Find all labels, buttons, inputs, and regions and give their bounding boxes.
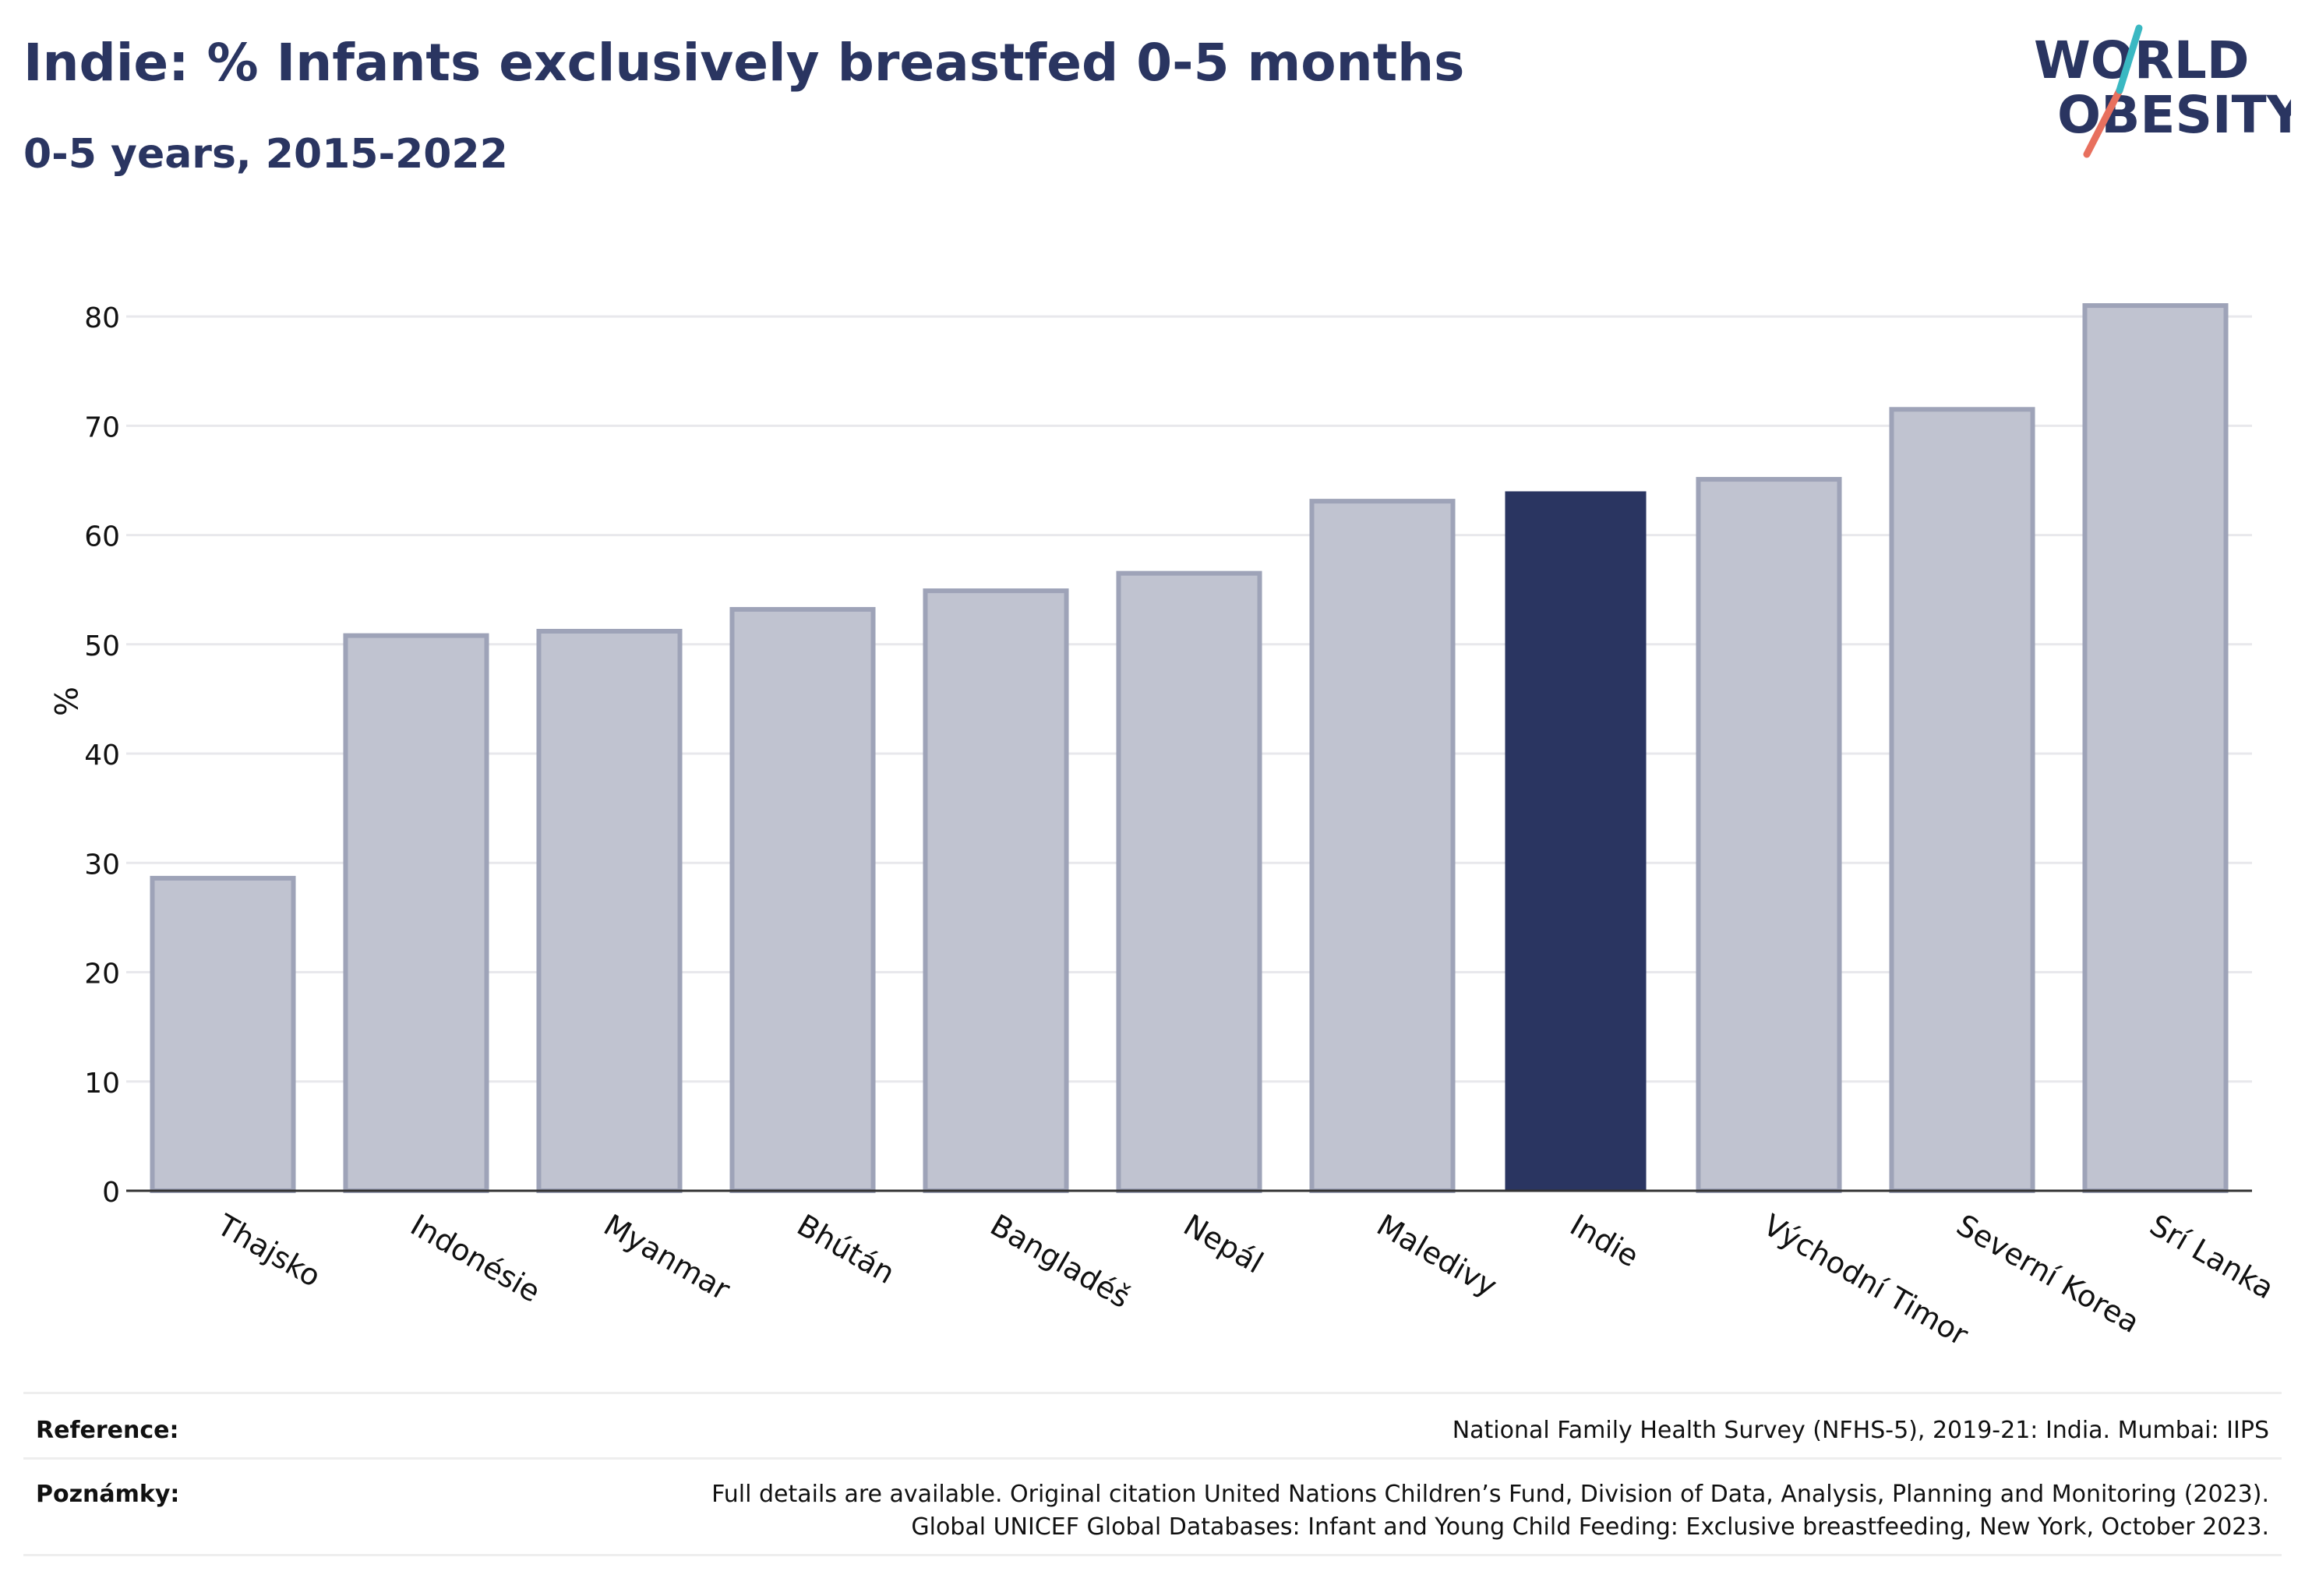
- world-obesity-logo: WORLD OBESITY: [2034, 24, 2291, 158]
- bar: [1116, 570, 1262, 1193]
- x-tick-label: Severní Korea: [1951, 1208, 2146, 1340]
- reference-text: National Family Health Survey (NFHS-5), …: [1452, 1417, 2269, 1444]
- notes-label: Poznámky:: [36, 1481, 180, 1508]
- x-tick-label: Srí Lanka: [2144, 1208, 2280, 1306]
- bar: [150, 875, 296, 1194]
- chart-title: Indie: % Infants exclusively breastfed 0…: [23, 33, 1465, 93]
- y-tick-label: 30: [84, 849, 120, 881]
- x-tick-label: Thajsko: [211, 1207, 327, 1294]
- reference-label: Reference:: [36, 1417, 179, 1444]
- bar: [343, 633, 489, 1193]
- bar-chart: 0 10 20 30 40 50 60 70 80 % Thajsko Indonésie Myan…: [47, 302, 2280, 1352]
- y-axis-ticks: 0 10 20 30 40 50 60 70 80: [84, 302, 120, 1209]
- bar: [729, 606, 876, 1193]
- bar: [923, 588, 1069, 1193]
- y-tick-label: 0: [102, 1177, 120, 1209]
- footer-divider-middle: [23, 1457, 2282, 1460]
- bar-highlighted: [1505, 491, 1647, 1191]
- bars: [150, 303, 2229, 1194]
- notes-line-2: Global UNICEF Global Databases: Infant a…: [911, 1513, 2269, 1541]
- footer-divider-top: [23, 1392, 2282, 1394]
- bar: [1696, 477, 1842, 1193]
- x-tick-label: Indonésie: [405, 1208, 546, 1309]
- x-tick-label: Bhútán: [792, 1208, 901, 1291]
- y-tick-label: 60: [84, 521, 120, 553]
- footer-divider-bottom: [23, 1554, 2282, 1556]
- y-axis-label: %: [47, 687, 83, 716]
- x-tick-label: Bangladéš: [985, 1208, 1136, 1315]
- y-tick-label: 80: [84, 302, 120, 334]
- logo-slash-teal: [2116, 24, 2143, 94]
- logo-slash-coral: [2083, 87, 2123, 158]
- logo-line1: WORLD: [2034, 30, 2250, 90]
- x-tick-label: Myanmar: [598, 1208, 736, 1308]
- y-tick-label: 50: [84, 630, 120, 662]
- y-tick-label: 10: [84, 1068, 120, 1100]
- bar: [536, 628, 683, 1193]
- x-tick-label: Východní Timor: [1758, 1208, 1975, 1353]
- bar: [1309, 499, 1456, 1193]
- x-tick-label: Nepál: [1178, 1208, 1269, 1280]
- x-tick-label: Maledivy: [1371, 1208, 1503, 1304]
- bar: [2082, 303, 2229, 1194]
- chart-subtitle: 0-5 years, 2015-2022: [23, 131, 508, 178]
- y-tick-label: 40: [84, 740, 120, 772]
- y-tick-label: 20: [84, 959, 120, 990]
- y-tick-label: 70: [84, 411, 120, 443]
- x-tick-label: Indie: [1565, 1208, 1645, 1274]
- x-axis-ticks: Thajsko Indonésie Myanmar Bhútán Bangladéš Ne…: [211, 1207, 2280, 1352]
- notes-line-1: Full details are available. Original cit…: [711, 1481, 2269, 1508]
- bar: [1889, 407, 2035, 1193]
